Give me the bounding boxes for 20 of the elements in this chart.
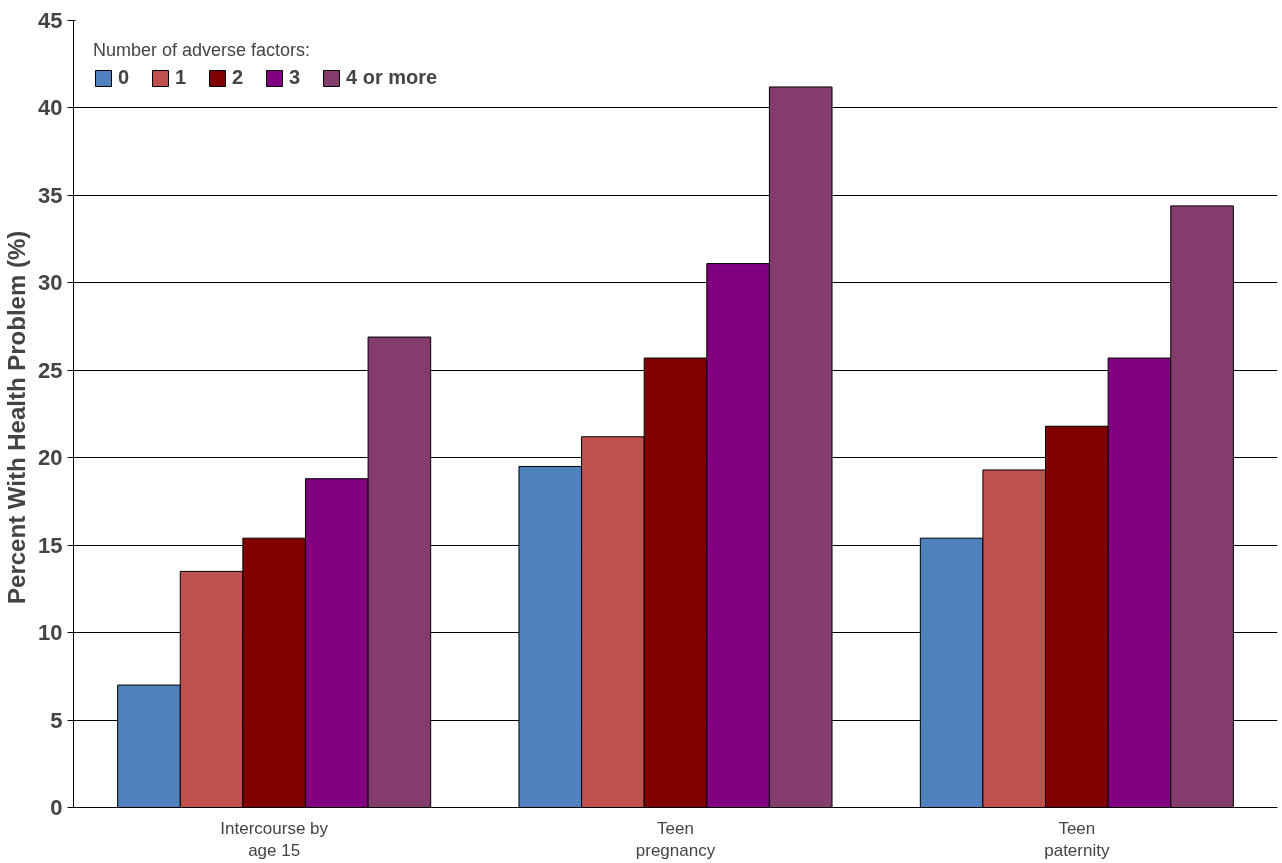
y-tick-label: 10	[38, 620, 63, 646]
x-tick-label: Intercourse by age 15	[220, 818, 329, 861]
y-tick-label: 5	[50, 707, 63, 733]
legend-label: 4 or more	[346, 66, 438, 89]
legend-title: Number of adverse factors:	[93, 40, 312, 61]
x-tick-label: Teen pregnancy	[635, 818, 716, 861]
y-tick-label: 25	[38, 357, 63, 383]
legend-label: 0	[118, 66, 131, 89]
legend-label: 2	[232, 66, 245, 89]
y-axis-title: Percent With Health Problem (%)	[3, 230, 31, 604]
y-tick-label: 30	[38, 270, 63, 296]
y-tick-label: 35	[38, 182, 63, 208]
y-tick-label: 40	[38, 95, 63, 121]
y-tick-label: 20	[38, 445, 63, 471]
y-tick-label: 15	[38, 532, 63, 558]
legend-label: 1	[175, 66, 188, 89]
x-tick-label: Teen paternity	[1044, 818, 1110, 861]
y-tick-label: 45	[38, 8, 63, 33]
legend-label: 3	[289, 66, 302, 89]
y-tick-label: 0	[50, 795, 63, 820]
